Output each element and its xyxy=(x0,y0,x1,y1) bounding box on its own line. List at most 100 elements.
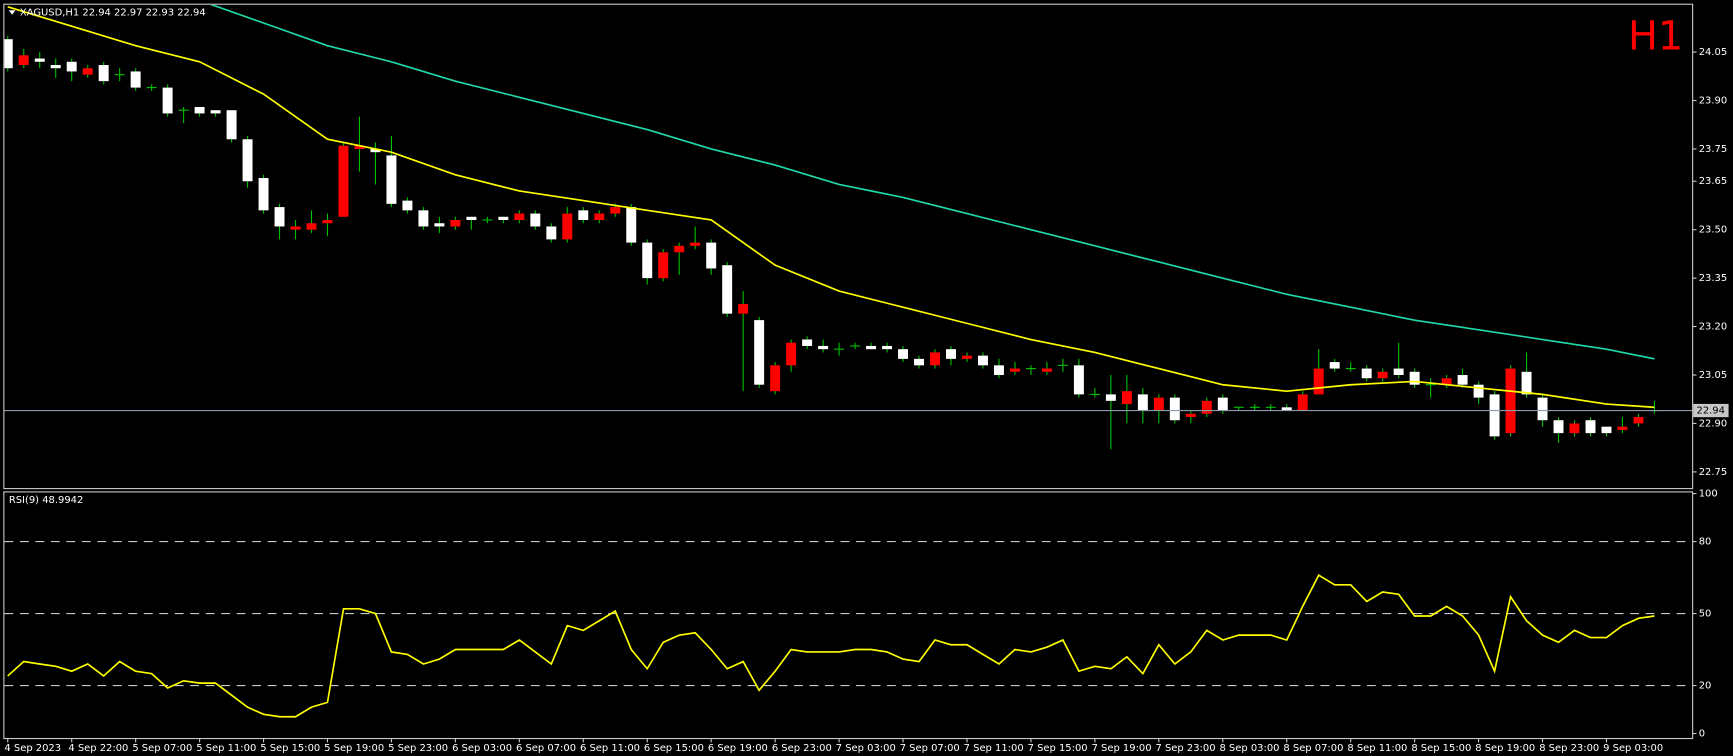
y-tick-label: 50 xyxy=(1699,609,1712,620)
candle-body xyxy=(18,55,29,65)
x-tick-label: 4 Sep 2023 xyxy=(4,743,61,754)
y-tick-label: 0 xyxy=(1699,729,1705,740)
rsi-line xyxy=(7,574,1655,718)
y-tick-label: 20 xyxy=(1699,681,1712,692)
candle-body xyxy=(1169,397,1180,421)
price-plot xyxy=(4,4,1693,450)
candle-body xyxy=(386,155,397,204)
candle-body xyxy=(882,345,893,350)
x-tick-label: 6 Sep 03:00 xyxy=(452,743,512,754)
candle-body xyxy=(1633,416,1644,424)
candle-body xyxy=(338,145,349,217)
candle-body xyxy=(1009,368,1020,372)
candle-body xyxy=(226,110,237,140)
candle-body xyxy=(402,200,413,211)
candle-body xyxy=(1153,397,1164,411)
x-tick-label: 6 Sep 15:00 xyxy=(644,743,704,754)
candle-body xyxy=(898,349,909,359)
candle-body xyxy=(1313,368,1324,395)
timeframe-label: H1 xyxy=(1628,14,1683,60)
candle-body xyxy=(658,252,669,279)
candle-body xyxy=(130,71,141,88)
candle-body xyxy=(258,178,269,211)
x-tick-label: 5 Sep 15:00 xyxy=(260,743,320,754)
candle-body xyxy=(930,352,940,366)
candle-body xyxy=(1457,375,1468,385)
candle-body xyxy=(466,216,477,221)
x-tick-label: 7 Sep 03:00 xyxy=(836,743,896,754)
x-tick-label: 7 Sep 19:00 xyxy=(1092,743,1152,754)
price-panel-frame xyxy=(3,3,1694,490)
candle-body xyxy=(690,242,701,246)
x-tick-label: 5 Sep 23:00 xyxy=(388,743,448,754)
candle-body xyxy=(1281,407,1292,411)
candle-body xyxy=(626,207,637,243)
candle-body xyxy=(642,242,653,279)
candle-body xyxy=(194,106,205,114)
candle-body xyxy=(1217,397,1228,411)
candle-body xyxy=(993,365,1004,376)
candle-body xyxy=(434,223,445,227)
candle-body xyxy=(866,345,877,350)
candle-body xyxy=(290,226,301,230)
x-tick-label: 5 Sep 07:00 xyxy=(132,743,192,754)
candle-body xyxy=(1505,368,1516,434)
candle-body xyxy=(370,148,381,153)
candle-body xyxy=(450,220,461,227)
x-tick-label: 6 Sep 07:00 xyxy=(516,743,576,754)
candle-body xyxy=(418,210,429,227)
candle-body xyxy=(1185,413,1196,417)
candle-body xyxy=(1537,397,1548,421)
candle-body xyxy=(738,303,749,314)
candle-body xyxy=(1489,394,1500,437)
candle-body xyxy=(530,213,541,227)
candle-body xyxy=(1409,371,1420,385)
y-tick-label: 23.35 xyxy=(1699,273,1727,284)
y-tick-label: 100 xyxy=(1699,489,1718,500)
y-tick-label: 80 xyxy=(1699,537,1712,548)
candle-body xyxy=(1201,400,1212,414)
y-tick-label: 23.65 xyxy=(1699,176,1727,187)
candle-body xyxy=(66,61,77,72)
candle-body xyxy=(514,213,525,221)
candle-body xyxy=(322,220,333,224)
x-tick-label: 8 Sep 07:00 xyxy=(1283,743,1343,754)
x-tick-label: 7 Sep 11:00 xyxy=(964,743,1024,754)
moving-average xyxy=(7,6,1655,409)
candle-body xyxy=(962,355,972,359)
x-tick-label: 8 Sep 23:00 xyxy=(1539,743,1599,754)
x-tick-label: 9 Sep 03:00 xyxy=(1603,743,1663,754)
y-tick-label: 22.90 xyxy=(1699,418,1727,429)
candle-body xyxy=(4,39,13,69)
candle-body xyxy=(977,355,988,366)
candle-body xyxy=(34,58,45,62)
x-tick-label: 6 Sep 19:00 xyxy=(708,743,768,754)
candle-body xyxy=(1329,362,1340,369)
y-tick-label: 23.90 xyxy=(1699,96,1727,107)
candle-body xyxy=(914,358,924,366)
candle-body xyxy=(1393,368,1404,376)
symbol-menu-arrow[interactable] xyxy=(8,10,16,15)
candle-body xyxy=(354,145,365,149)
candle-body xyxy=(770,365,781,392)
candle-body xyxy=(1553,420,1564,434)
candle-body xyxy=(1585,420,1596,434)
candle-body xyxy=(706,242,717,269)
axes: 24.05 23.90 23.75 23.65 23.50 23.35 23.20 23.05… xyxy=(4,47,1729,754)
candle-body xyxy=(610,207,621,214)
last-price-label: 22.94 xyxy=(1697,406,1725,417)
candle-body xyxy=(1521,371,1532,395)
candle-body xyxy=(1105,394,1116,401)
candle-body xyxy=(50,64,61,69)
x-tick-label: 8 Sep 19:00 xyxy=(1475,743,1535,754)
x-tick-label: 7 Sep 07:00 xyxy=(900,743,960,754)
x-tick-label: 4 Sep 22:00 xyxy=(68,743,128,754)
candle-body xyxy=(946,349,956,359)
candle-body xyxy=(274,207,285,227)
x-tick-label: 7 Sep 15:00 xyxy=(1028,743,1088,754)
candle-body xyxy=(210,110,221,114)
candle-body xyxy=(162,87,173,114)
x-tick-label: 5 Sep 11:00 xyxy=(196,743,256,754)
candle-body xyxy=(786,342,797,366)
